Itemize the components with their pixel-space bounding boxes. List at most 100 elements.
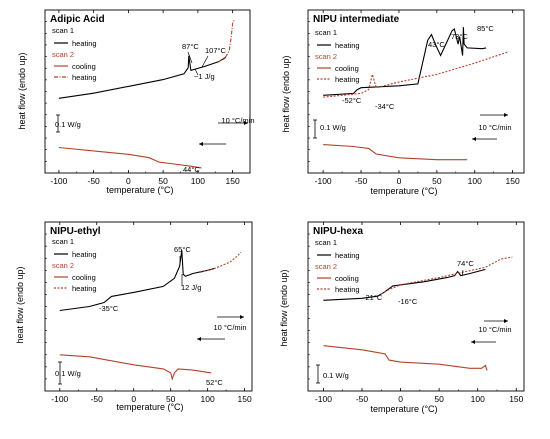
x-tick-label: -100 — [51, 394, 68, 404]
x-tick-label: 50 — [166, 394, 176, 404]
x-tick-label: 0 — [397, 176, 402, 186]
legend-scan1: scan 1 — [52, 26, 74, 35]
x-tick-label: -50 — [355, 176, 368, 186]
x-axis-label: temperature (°C) — [370, 186, 437, 196]
series-scan2-cooling — [58, 146, 202, 169]
x-tick-label: 150 — [506, 176, 520, 186]
rate-label: 10 °C/min — [213, 323, 246, 332]
legend-scan1-heating: heating — [72, 39, 97, 48]
x-tick-label: 50 — [432, 176, 442, 186]
x-tick-label: 150 — [226, 176, 240, 186]
cooling-direction-arrow-head — [197, 337, 201, 341]
rate-label: 10 °C/min — [478, 325, 511, 334]
x-tick-label: 0 — [131, 394, 136, 404]
cooling-direction-arrow-head — [471, 340, 475, 344]
annotation: 73°C — [451, 32, 468, 41]
cooling-direction-arrow-head — [472, 137, 476, 141]
legend-scan2-heating: heating — [72, 73, 97, 82]
x-tick-label: 100 — [201, 394, 215, 404]
rate-label: 10 °C/min — [221, 116, 254, 125]
annotation-leader — [461, 269, 464, 277]
series-scan1-heating — [58, 55, 226, 99]
x-tick-label: 100 — [471, 394, 485, 404]
scale-bar-label: 0.1 W/g — [323, 371, 349, 380]
plot-frame — [307, 9, 525, 174]
annotation: 74°C — [457, 259, 474, 268]
legend-scan2-cooling: cooling — [72, 62, 96, 71]
annotation: 52°C — [206, 378, 223, 387]
annotation: 44°C — [183, 165, 200, 174]
annotation-leader — [187, 51, 193, 64]
x-tick-label: -100 — [315, 176, 332, 186]
legend-scan2-heating: heating — [335, 285, 360, 294]
annotation: -16°C — [398, 297, 418, 306]
chart-panel-3: -100 -50 0 50 100 150 temperature (°C) heat flo… — [15, 221, 253, 412]
legend-scan1: scan 1 — [315, 28, 337, 37]
x-axis-label: temperature (°C) — [106, 185, 173, 195]
x-tick-label: 50 — [434, 394, 444, 404]
x-tick-label: 150 — [238, 394, 252, 404]
legend-scan2-heating: heating — [335, 75, 360, 84]
legend-scan1-heating: heating — [72, 250, 97, 259]
scale-bar-label: 0.1 W/g — [55, 369, 81, 378]
annotation: -34°C — [375, 102, 395, 111]
chart-panel-1: -100 -50 0 50 100 150 temperature (°C) heat flo… — [17, 9, 255, 195]
chart-panel-4: -100 -50 0 50 100 150 temperature (°C) heat flo… — [279, 221, 525, 414]
legend-scan1-heating: heating — [335, 251, 360, 260]
annotation: 87°C — [182, 42, 199, 51]
y-axis-label: heat flow (endo up) — [15, 266, 25, 343]
chart-title: NIPU intermediate — [313, 14, 400, 25]
scale-bar-label: 0.1 W/g — [320, 123, 346, 132]
x-tick-label: 0 — [126, 176, 131, 186]
series-scan1-heating — [323, 27, 487, 96]
chart-panel-2: -100 -50 0 50 100 150 temperature (°C) heat flo… — [281, 9, 525, 196]
plot-frame — [307, 221, 525, 392]
series-scan2-heating — [323, 51, 509, 98]
annotation: 65°C — [174, 245, 191, 254]
chart-title: NIPU-ethyl — [50, 226, 101, 237]
chart-title: NIPU-hexa — [313, 226, 363, 237]
x-tick-label: -50 — [91, 394, 104, 404]
x-tick-label: -100 — [50, 176, 67, 186]
chart-title: Adipic Acid — [50, 14, 105, 25]
annotation: -35°C — [99, 304, 119, 313]
x-tick-label: -50 — [356, 394, 369, 404]
heating-direction-arrow-head — [504, 113, 508, 117]
legend-scan2-cooling: cooling — [335, 274, 359, 283]
series-scan1-heating — [59, 250, 216, 312]
x-tick-label: 150 — [509, 394, 523, 404]
legend-scan2: scan 2 — [315, 52, 337, 61]
annotation: -21°C — [363, 293, 383, 302]
annotation-leader — [194, 68, 199, 76]
legend-scan2-heating: heating — [72, 284, 97, 293]
series-scan2-heating — [200, 251, 242, 273]
y-axis-label: heat flow (endo up) — [279, 269, 289, 346]
series-scan2-heating — [218, 19, 235, 63]
heating-direction-arrow-head — [504, 319, 508, 323]
legend-scan1: scan 1 — [315, 238, 337, 247]
annotation: 12 J/g — [181, 283, 201, 292]
legend-scan2: scan 2 — [52, 261, 74, 270]
heating-direction-arrow-head — [240, 315, 244, 319]
annotation-leader — [201, 55, 209, 68]
annotation: ~1 J/g — [194, 72, 215, 81]
legend-scan2: scan 2 — [315, 262, 337, 271]
annotation: 107°C — [205, 46, 227, 55]
legend-scan2: scan 2 — [52, 50, 74, 59]
rate-label: 10 °C/min — [478, 123, 511, 132]
y-axis-label: heat flow (endo up) — [17, 52, 27, 129]
x-tick-label: 50 — [158, 176, 168, 186]
x-tick-label: 100 — [191, 176, 205, 186]
legend-scan1: scan 1 — [52, 237, 74, 246]
plot-frame — [44, 9, 251, 174]
x-tick-label: 0 — [398, 394, 403, 404]
x-axis-label: temperature (°C) — [116, 402, 183, 412]
legend-scan2-cooling: cooling — [72, 273, 96, 282]
series-scan2-cooling — [323, 345, 488, 371]
annotation: 43°C — [428, 40, 445, 49]
x-tick-label: -50 — [87, 176, 100, 186]
x-axis-label: temperature (°C) — [370, 404, 437, 414]
series-scan2-cooling — [323, 144, 468, 161]
scale-bar-label: 0.1 W/g — [55, 120, 81, 129]
